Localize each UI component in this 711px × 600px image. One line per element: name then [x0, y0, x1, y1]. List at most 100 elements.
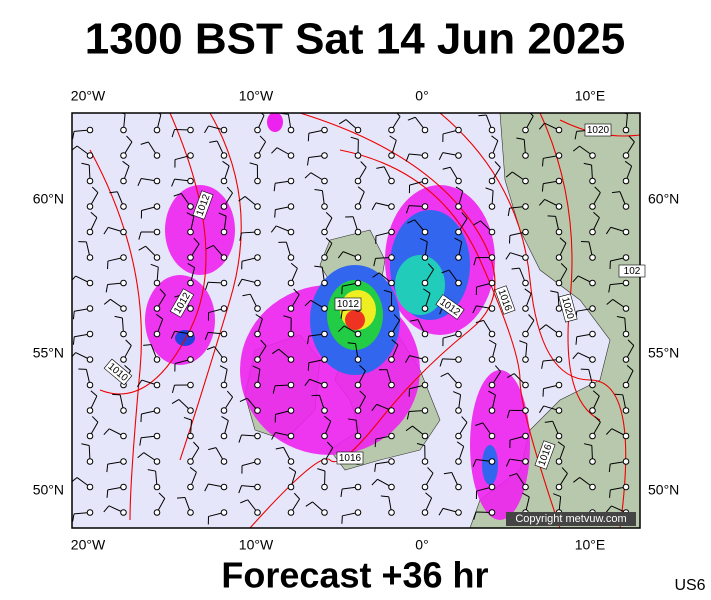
barb-feather [193, 441, 200, 449]
station [555, 483, 563, 491]
station [287, 177, 295, 185]
barb-feather [441, 269, 450, 274]
barb-feather [173, 192, 182, 197]
station [388, 432, 395, 440]
barb-feather [475, 319, 484, 324]
barb-feather [103, 428, 110, 436]
barb-feather [317, 468, 326, 472]
station [622, 458, 630, 465]
station [153, 407, 161, 414]
station [522, 432, 529, 440]
station [354, 432, 362, 440]
title: 1300 BST Sat 14 Jun 2025 [85, 15, 626, 64]
barb-feather [605, 428, 613, 435]
station [421, 458, 429, 465]
station [287, 356, 295, 363]
barb-feather [406, 411, 410, 420]
station [254, 458, 261, 465]
barb-feather [389, 135, 397, 141]
barb-feather [91, 186, 99, 193]
barb-feather [260, 113, 265, 116]
isobar-label-text: 1016 [339, 453, 362, 464]
barb-feather [438, 508, 444, 516]
station [354, 152, 362, 159]
barb-feather [425, 492, 432, 499]
station [120, 254, 127, 261]
station [522, 407, 529, 414]
barb-feather [290, 262, 298, 269]
station [254, 228, 261, 236]
barb-feather [159, 288, 166, 296]
station [622, 126, 630, 134]
barb-feather [473, 257, 477, 266]
barb-feather [209, 140, 218, 143]
station [220, 432, 228, 440]
barb-feather [124, 364, 131, 371]
station [321, 330, 328, 338]
station [220, 126, 228, 134]
station [86, 356, 94, 363]
station [354, 126, 362, 134]
station [488, 407, 496, 414]
station [388, 509, 395, 516]
station [321, 356, 328, 363]
station [153, 483, 161, 491]
isobar-label-box [494, 285, 516, 315]
barb-feather [473, 511, 477, 520]
barb-feather [519, 340, 528, 345]
longitude-label: 20°W [71, 537, 106, 553]
station [287, 458, 295, 465]
barb-feather [218, 212, 227, 217]
barb-feather [541, 158, 544, 167]
barb-feather [544, 420, 553, 423]
barb-feather [338, 119, 347, 125]
station [287, 203, 295, 210]
longitude-label: 10°E [575, 537, 606, 553]
barb-feather [270, 225, 277, 233]
barb-feather [456, 441, 465, 447]
barb-feather [237, 278, 243, 287]
barb-feather [193, 237, 200, 245]
station [187, 483, 194, 491]
station [254, 126, 261, 134]
station [321, 432, 328, 440]
station [455, 177, 462, 185]
barb-feather [271, 147, 278, 154]
barb-feather [105, 284, 109, 293]
barb-feather [272, 385, 276, 394]
station [86, 305, 94, 312]
barb-feather [81, 162, 90, 166]
barb-feather [206, 245, 214, 250]
barb-feather [442, 166, 451, 170]
station [488, 432, 496, 440]
latitude-label: 50°N [648, 482, 679, 498]
station [287, 152, 295, 159]
barb-feather [189, 466, 197, 473]
station [589, 177, 596, 185]
barb-feather [539, 324, 547, 331]
barb-feather [461, 416, 468, 423]
isobar-label: 1020 [584, 123, 612, 137]
barb-feather [240, 499, 248, 504]
station [354, 228, 362, 236]
station [321, 381, 328, 389]
station [254, 330, 261, 338]
station [254, 509, 261, 516]
barb-feather [478, 114, 487, 117]
station [254, 203, 261, 210]
barb-feather [324, 415, 332, 422]
barb-feather [259, 135, 266, 143]
station [254, 152, 261, 159]
station [321, 305, 328, 312]
isobar-label-box [618, 264, 646, 278]
station [254, 356, 261, 363]
station [321, 279, 328, 287]
barb-feather [138, 231, 142, 240]
barb-feather [557, 441, 565, 447]
barb-feather [528, 314, 535, 321]
station [455, 228, 462, 236]
station [488, 254, 496, 261]
barb-feather [72, 336, 75, 345]
station [589, 483, 596, 491]
barb-feather [340, 310, 343, 319]
